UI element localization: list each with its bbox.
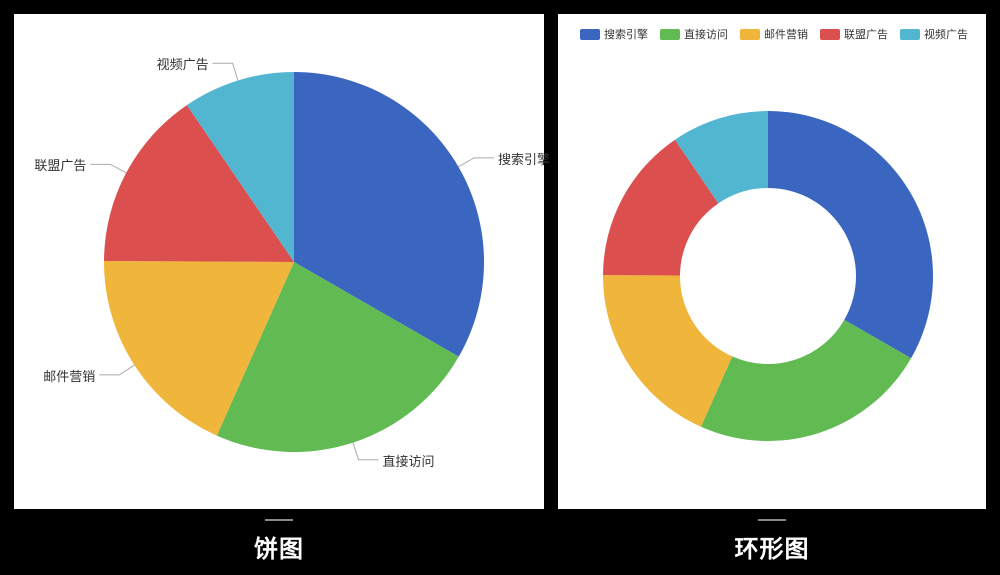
slice-label: 邮件营销 [43,366,95,385]
slice-label: 搜索引擎 [498,149,550,168]
donut-caption-wrap: 环形图 [558,509,986,572]
legend-label: 邮件营销 [764,26,808,42]
legend-swatch [580,29,600,40]
leader-line [213,63,238,80]
donut-chart [558,14,978,504]
legend-label: 搜索引擎 [604,26,648,42]
donut-panel: 搜索引擎 直接访问 邮件营销 联盟广告 视频广告 环形图 [558,14,986,561]
slice-label: 视频广告 [157,54,209,73]
legend-item[interactable]: 联盟广告 [820,26,888,42]
pie-panel: 搜索引擎直接访问邮件营销联盟广告视频广告 饼图 [14,14,544,561]
leader-line [353,443,379,460]
donut-legend: 搜索引擎 直接访问 邮件营销 联盟广告 视频广告 [580,26,968,42]
pie-chart-area: 搜索引擎直接访问邮件营销联盟广告视频广告 [14,14,544,509]
legend-label: 视频广告 [924,26,968,42]
slice-label: 联盟广告 [34,155,86,174]
leader-line [90,164,126,172]
legend-item[interactable]: 邮件营销 [740,26,808,42]
pie-caption: 饼图 [14,529,544,564]
donut-caption: 环形图 [558,529,986,564]
donut-slice [768,111,933,358]
legend-item[interactable]: 搜索引擎 [580,26,648,42]
leader-line [99,365,134,375]
pie-chart [14,14,544,504]
container: 搜索引擎直接访问邮件营销联盟广告视频广告 饼图 搜索引擎直接访问邮件营销联盟广告… [0,0,1000,575]
legend-swatch [740,29,760,40]
leader-line [458,158,494,167]
caption-bar [758,519,786,521]
legend-item[interactable]: 直接访问 [660,26,728,42]
caption-bar [265,519,293,521]
legend-item[interactable]: 视频广告 [900,26,968,42]
legend-label: 直接访问 [684,26,728,42]
legend-label: 联盟广告 [844,26,888,42]
slice-label: 直接访问 [383,451,435,470]
pie-caption-wrap: 饼图 [14,509,544,572]
legend-swatch [660,29,680,40]
legend-swatch [900,29,920,40]
legend-swatch [820,29,840,40]
donut-chart-area: 搜索引擎 直接访问 邮件营销 联盟广告 视频广告 [558,14,986,509]
